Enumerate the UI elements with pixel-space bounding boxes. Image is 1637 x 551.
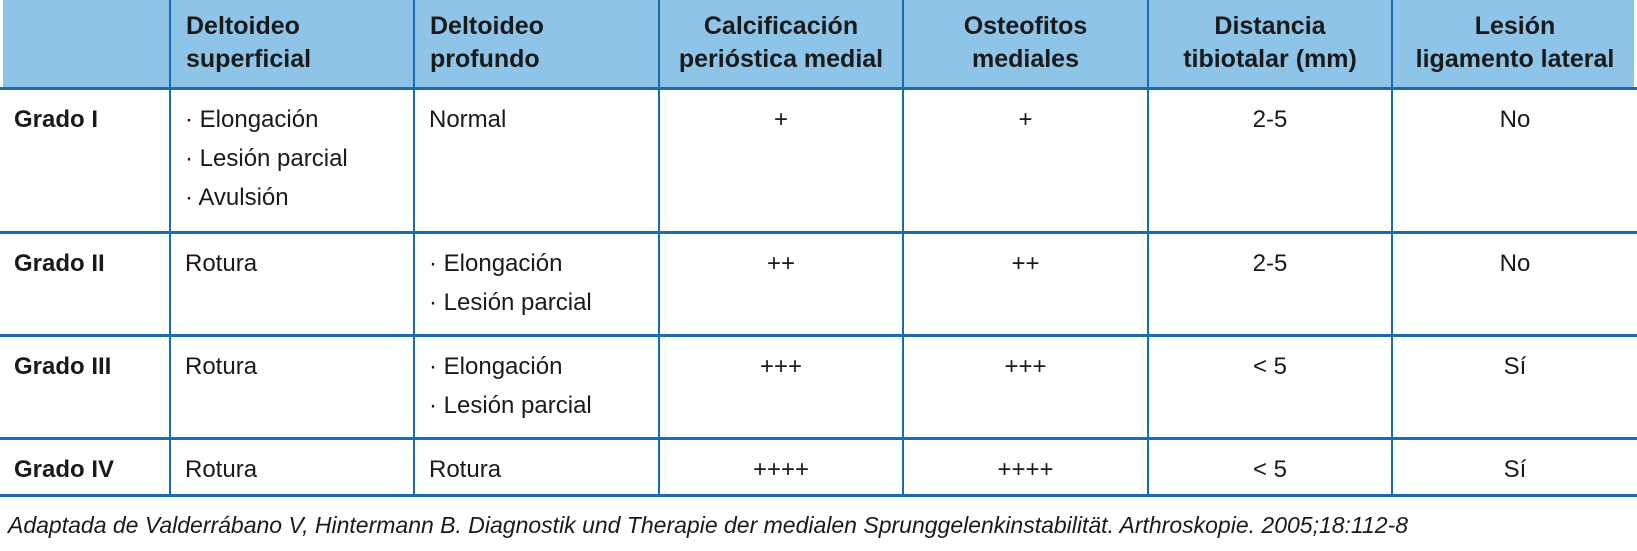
table-row-grado-2: Grado II Rotura · Elongación · Lesión pa… (0, 232, 1637, 335)
table-cell: Rotura (413, 438, 659, 495)
table-cell: Sí (1391, 438, 1637, 495)
table-cell: +++ (902, 335, 1148, 438)
header-cell-lesion-ligamento-lateral: Lesión ligamento lateral (1391, 0, 1637, 88)
row-label-grado-3: Grado III (14, 352, 112, 380)
table-cell: Rotura (169, 335, 414, 438)
table-cell: ++ (902, 232, 1148, 335)
table-cell: ++++ (658, 438, 903, 495)
table-cell: +++ (658, 335, 903, 438)
table-cell: Normal (413, 88, 659, 232)
table-cell: 2-5 (1147, 88, 1392, 232)
table-cell: Rotura (169, 438, 414, 495)
header-cell-deltoideo-profundo: Deltoideo profundo (413, 0, 659, 88)
table-row-grado-3: Grado III Rotura · Elongación · Lesión p… (0, 335, 1637, 438)
row-label-grado-4: Grado IV (14, 455, 115, 483)
row-label-grado-1: Grado I (14, 105, 99, 133)
table-cell: 2-5 (1147, 232, 1392, 335)
citation-footnote: Adaptada de Valderrábano V, Hintermann B… (8, 511, 1409, 538)
header-cell-blank (0, 0, 170, 88)
table-row-grado-1: Grado I · Elongación · Lesión parcial · … (0, 88, 1637, 232)
table-cell: Sí (1391, 335, 1637, 438)
table-cell: · Elongación · Lesión parcial (413, 232, 659, 335)
table-cell: < 5 (1147, 335, 1392, 438)
table-cell: · Elongación · Lesión parcial (413, 335, 659, 438)
table-row-grado-4: Grado IV Rotura Rotura ++++ ++++ < 5 Sí (0, 438, 1637, 495)
table-cell: + (902, 88, 1148, 232)
table-cell: ++ (658, 232, 903, 335)
table-cell: ++++ (902, 438, 1148, 495)
header-cell-osteofitos-mediales: Osteofitos mediales (902, 0, 1148, 88)
table-cell: Rotura (169, 232, 414, 335)
deltoid-lesion-grades-table: Deltoideo superficial Deltoideo profundo… (0, 0, 1637, 495)
row-label-grado-2: Grado II (14, 249, 105, 277)
table-cell: No (1391, 88, 1637, 232)
table-cell: < 5 (1147, 438, 1392, 495)
table-header-row: Deltoideo superficial Deltoideo profundo… (0, 0, 1637, 88)
header-cell-calcificacion-periostica: Calcificación perióstica medial (658, 0, 903, 88)
table-cell: · Elongación · Lesión parcial · Avulsión (169, 88, 414, 232)
table-cell: No (1391, 232, 1637, 335)
header-cell-deltoideo-superficial: Deltoideo superficial (169, 0, 414, 88)
header-cell-distancia-tibiotalar: Distancia tibiotalar (mm) (1147, 0, 1392, 88)
table-cell: + (658, 88, 903, 232)
